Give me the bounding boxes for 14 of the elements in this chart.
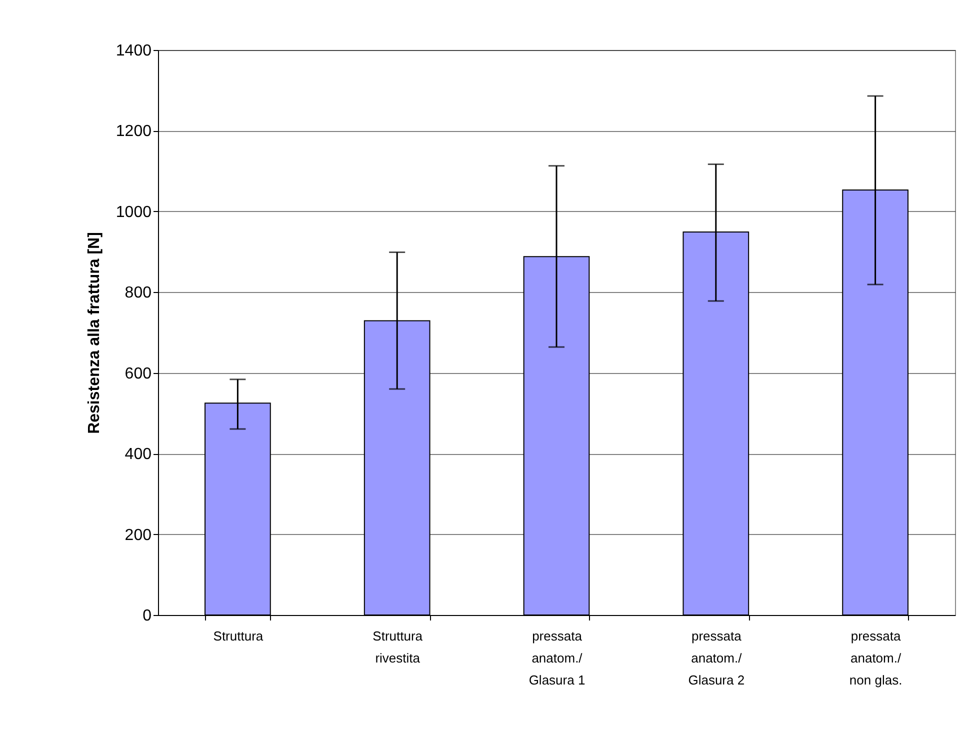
y-tick-label: 400 [124,446,152,464]
x-tick-label: pressata anatom./ Glasura 2 [688,628,745,688]
y-axis-title: Resistenza alla frattura [N] [86,232,103,434]
x-tick-label: Struttura rivestita [372,628,424,666]
y-tick-label: 200 [124,526,152,544]
y-tick-label: 0 [142,608,152,624]
x-tick-label: Struttura [213,628,264,644]
x-tick-label: pressata anatom./ Glasura 1 [528,628,586,688]
y-tick-label: 1400 [116,42,152,60]
y-tick-label: 1200 [116,123,152,140]
x-tick-label: pressata anatom./ non glas. [849,628,902,688]
y-tick-label: 800 [124,284,152,302]
y-tick-label: 600 [124,365,152,382]
y-tick-label: 1000 [116,204,152,221]
